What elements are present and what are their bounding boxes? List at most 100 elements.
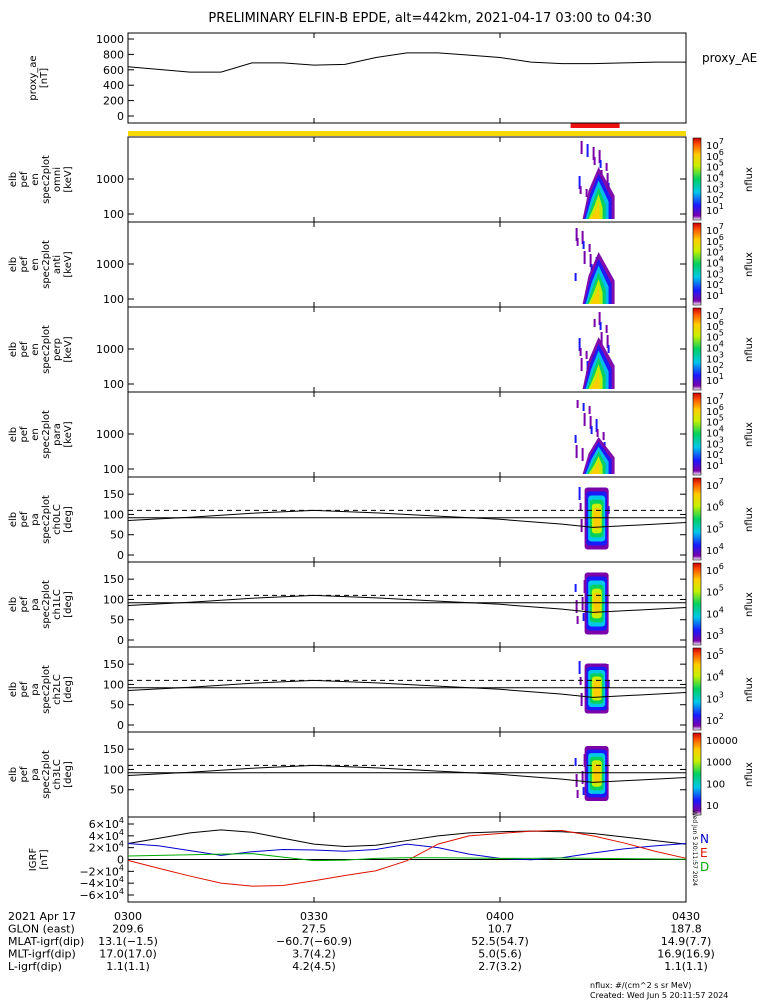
colorbar-tick: 10 (706, 801, 719, 812)
panel-ylabel-line: [deg] (63, 761, 74, 788)
series-proxy-ae (127, 52, 686, 73)
colorbar-tick: 107 (706, 137, 724, 152)
panel-ylabel-line: pef (19, 171, 30, 188)
legend-proxy-ae: proxy_AE (702, 51, 757, 65)
colorbar-tick: 102 (706, 191, 724, 206)
footer-value: 17.0(17.0) (99, 948, 157, 961)
ytick-label: 4×104 (89, 828, 124, 843)
panel-ylabel-line: spec2plot (41, 325, 52, 374)
ytick-label: 1000 (96, 343, 124, 356)
colorbar-tick: 102 (706, 276, 724, 291)
panel-ylabel-line: elb (8, 597, 19, 612)
panel-ylabel-line: spec2plot (41, 580, 52, 629)
orbit-bar (128, 131, 686, 136)
loss-cone-curve (127, 594, 687, 613)
footer-row-label: MLAT-igrf(dip) (8, 935, 84, 948)
colorbar-tick: 105 (706, 584, 724, 599)
side-stamp: Wed Jun 5 20:11:57 2024 (691, 810, 698, 886)
colorbar-tick: 103 (706, 265, 724, 280)
ytick-label: 1000 (96, 428, 124, 441)
panel-ylabel-line: [deg] (63, 506, 74, 533)
ytick-label: 100 (103, 763, 124, 776)
legend-igrf-D: D (700, 860, 709, 874)
panel-ylabel-line: pef (19, 596, 30, 613)
colorbar-tick: 103 (706, 435, 724, 450)
series-igrf-E (127, 830, 687, 887)
ytick-label: 50 (110, 784, 124, 797)
colorbar-tick: 107 (706, 222, 724, 237)
panel-omni: elb pef en spec2plot omni [keV] 10001001071061… (8, 136, 755, 223)
colorbar-tick: 104 (706, 425, 724, 440)
panel-ylabel-line: pef (19, 426, 30, 443)
panel-ylabel-line: pa (30, 683, 41, 695)
colorbar-tick: 101 (706, 457, 724, 472)
colorbar-tick: 105 (706, 329, 724, 344)
colorbar-tick: 1000 (706, 758, 731, 769)
panel-ch3LC: elb pef pa spec2plot ch3LC [deg] 150 100 50 10000… (8, 731, 755, 818)
footer-value: 0300 (114, 910, 142, 923)
panel-anti: elb pef en spec2plot anti [keV] 10001001071061… (8, 221, 755, 308)
colorbar-label: nflux (744, 167, 755, 192)
ytick-label: 200 (103, 95, 124, 108)
panel-ylabel-line: en (30, 343, 41, 356)
panel-ylabel-line: spec2plot (41, 750, 52, 799)
ytick-label: 150 (103, 658, 124, 671)
spectrogram-ch0LC (578, 487, 610, 550)
panel-ylabel-line: pef (19, 511, 30, 528)
spectrogram-ch3LC (574, 746, 609, 801)
panel-ylabel-line: para (52, 423, 63, 446)
colorbar-tick: 104 (706, 669, 724, 684)
colorbar-tick: 101 (706, 202, 724, 217)
ytick-label: 100 (103, 208, 124, 221)
panel-ylabel-line: elb (8, 682, 19, 697)
colorbar-tick: 106 (706, 233, 724, 248)
colorbar-tick: 102 (706, 712, 724, 727)
colorbar-tick: 101 (706, 287, 724, 302)
ytick-label: 150 (103, 573, 124, 586)
panel-ylabel-line: spec2plot (41, 665, 52, 714)
footer-value: 27.5 (302, 923, 327, 936)
ytick-label: 2×104 (89, 840, 124, 855)
science-zone-bar (570, 123, 620, 128)
loss-cone-curve (127, 679, 687, 698)
ytick-label: −2×104 (79, 863, 124, 878)
ytick-label: 0 (117, 719, 124, 732)
footer-value: −60.7(−60.9) (276, 935, 352, 948)
panel-ylabel-line: elb (8, 342, 19, 357)
panel-ch1LC: elb pef pa spec2plot ch1LC [deg]1501005001061… (8, 561, 755, 648)
colorbar-label: nflux (744, 422, 755, 447)
colorbar-label: nflux (744, 507, 755, 532)
colorbar-tick: 103 (706, 180, 724, 195)
ytick-label: 600 (103, 64, 124, 77)
colorbar-tick: 103 (706, 627, 724, 642)
panel-ylabel-line: ch2LC (52, 674, 63, 705)
ytick-label: 100 (103, 678, 124, 691)
colorbar-tick: 107 (706, 307, 724, 322)
series-igrf-N (127, 843, 687, 861)
series-igrf-total (127, 829, 687, 847)
panel-ylabel-line: pa (30, 768, 41, 780)
footer-value: 4.2(4.5) (292, 960, 336, 973)
panel-ylabel-line: en (30, 173, 41, 186)
panel-ylabel-line: pa (30, 598, 41, 610)
colorbar-tick: 105 (706, 244, 724, 259)
ytick-label: 100 (103, 378, 124, 391)
panel-ylabel-line: spec2plot (41, 240, 52, 289)
colorbar-tick: 103 (706, 690, 724, 705)
panel-ylabel-line: ch1LC (52, 589, 63, 620)
footer-value: 1.1(1.1) (664, 960, 708, 973)
colorbar-tick: 101 (706, 372, 724, 387)
panel-ylabel-line: en (30, 428, 41, 441)
spectrogram-omni (578, 141, 615, 219)
ytick-label: 1000 (96, 33, 124, 46)
colorbar-tick: 104 (706, 170, 724, 185)
figure-title: PRELIMINARY ELFIN-B EPDE, alt=442km, 202… (208, 11, 651, 26)
ytick-label: 0 (117, 549, 124, 562)
legend-igrf-N: N (700, 832, 709, 846)
footer-value: 52.5(54.7) (471, 935, 529, 948)
ytick-label: 0 (117, 110, 124, 123)
ytick-label: −4×104 (79, 875, 124, 890)
spectrogram-ch1LC (574, 572, 609, 635)
panel-igrf: IGRF [nT] 6×1044×1042×1040−2×104−4×104−6×1… (28, 810, 709, 903)
